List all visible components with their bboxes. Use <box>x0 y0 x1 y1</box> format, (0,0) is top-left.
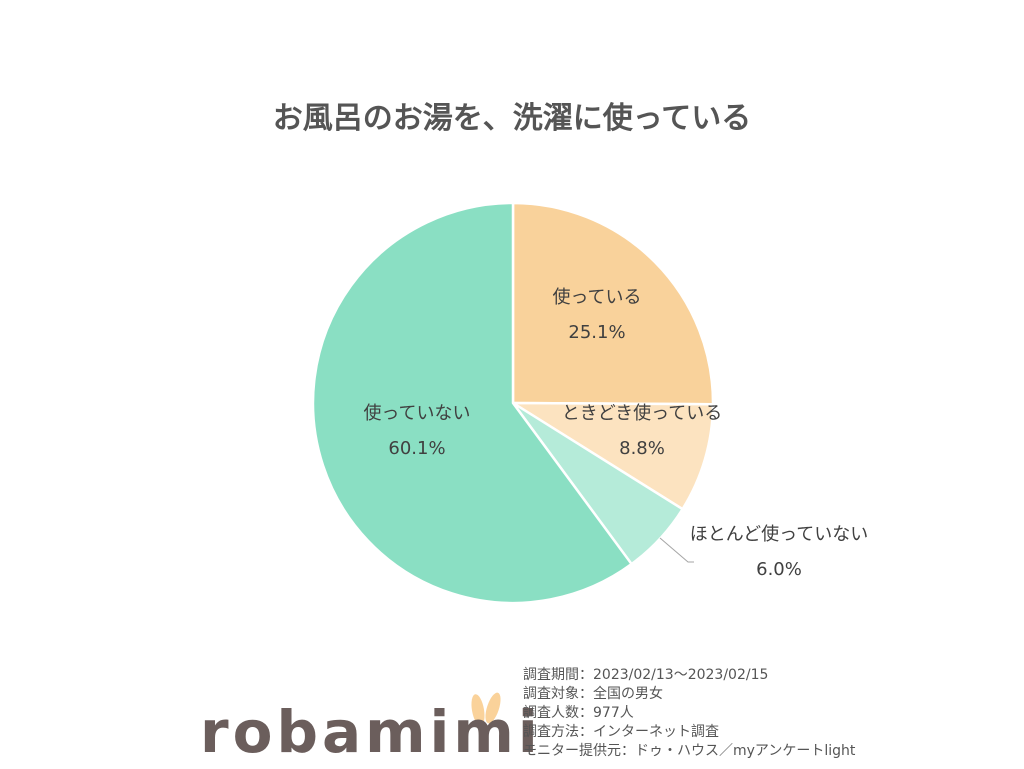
survey-method: 調査方法：インターネット調査 <box>523 724 719 740</box>
logo-ears-icon <box>471 692 501 726</box>
slice-label: 使っている <box>552 287 641 308</box>
survey-period: 調査期間：2023/02/13～2023/02/15 <box>523 667 769 683</box>
chart-title: お風呂のお湯を、洗濯に使っている <box>272 101 752 136</box>
survey-target: 調査対象：全国の男女 <box>523 686 663 702</box>
slice-value-label: 8.8% <box>619 438 665 459</box>
slice-label: ほとんど使っていない <box>690 524 869 545</box>
slice-value-label: 60.1% <box>388 438 445 459</box>
logo-text: robamimi <box>200 698 542 766</box>
slice-value-label: 6.0% <box>756 559 802 580</box>
survey-count: 調査人数：977人 <box>523 705 634 721</box>
slice-label: 使っていない <box>363 403 470 424</box>
slice-label: ときどき使っている <box>562 403 723 424</box>
pie-slice <box>511 201 715 406</box>
leader-line <box>659 537 694 563</box>
survey-provider: モニター提供元：ドゥ・ハウス／myアンケートlight <box>523 743 856 759</box>
pie-slice <box>508 401 715 511</box>
pie-slice <box>311 201 634 605</box>
survey-notes: 調査期間：2023/02/13～2023/02/15 調査対象：全国の男女 調査… <box>523 666 855 761</box>
slice-value-label: 25.1% <box>568 322 625 343</box>
